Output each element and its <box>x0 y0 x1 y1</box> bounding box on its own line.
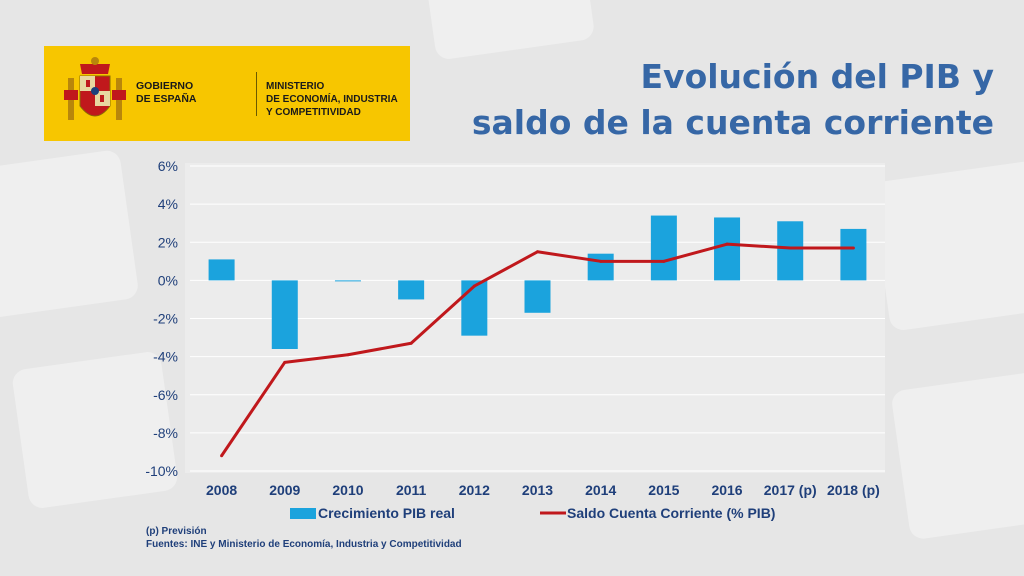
x-tick-label: 2008 <box>206 482 237 498</box>
bar <box>777 221 804 281</box>
gobierno-line-2: DE ESPAÑA <box>136 93 197 105</box>
line-point <box>472 284 476 288</box>
footnotes: (p) Previsión Fuentes: INE y Ministerio … <box>146 525 462 551</box>
ministerio-line-1: MINISTERIO <box>266 81 325 92</box>
bar <box>714 217 741 281</box>
y-tick-label: 6% <box>158 158 178 174</box>
x-tick-label: 2014 <box>585 482 616 498</box>
bar <box>334 280 361 282</box>
slide-title: Evolución del PIB y saldo de la cuenta c… <box>472 54 994 146</box>
y-tick-label: 0% <box>158 272 178 288</box>
line-point <box>409 341 413 345</box>
x-tick-label: 2009 <box>269 482 300 498</box>
y-tick-label: -2% <box>153 311 178 327</box>
legend-label-bar: Crecimiento PIB real <box>318 505 455 521</box>
y-axis: 6% 4% 2% 0% -2% -4% -6% -8% -10% <box>145 158 178 479</box>
x-tick-label: 2013 <box>522 482 553 498</box>
line-point <box>536 250 539 254</box>
x-tick-label: 2016 <box>711 482 742 498</box>
y-tick-label: 2% <box>158 234 178 250</box>
y-tick-label: -4% <box>153 349 178 365</box>
bar <box>461 280 488 336</box>
ministerio-text: MINISTERIO DE ECONOMÍA, INDUSTRIA Y COMP… <box>266 80 398 119</box>
ministerio-line-2: DE ECONOMÍA, INDUSTRIA <box>266 94 398 105</box>
x-tick-label: 2010 <box>332 482 363 498</box>
bar-series <box>208 215 867 349</box>
legend-label-line: Saldo Cuenta Corriente (% PIB) <box>567 505 775 521</box>
title-line-1: Evolución del PIB y <box>640 57 994 96</box>
bar <box>271 280 298 349</box>
coat-of-arms-icon <box>64 57 126 120</box>
bar <box>650 215 677 281</box>
government-logo: GOBIERNO DE ESPAÑA MINISTERIO DE ECONOMÍ… <box>44 46 410 141</box>
y-tick-label: -8% <box>153 425 178 441</box>
bar <box>208 259 235 281</box>
bar <box>840 228 867 281</box>
x-tick-label: 2018 (p) <box>827 482 880 498</box>
gridlines <box>190 165 885 472</box>
bar <box>524 280 551 313</box>
title-line-2: saldo de la cuenta corriente <box>471 103 994 142</box>
x-tick-label: 2012 <box>459 482 490 498</box>
line-point <box>599 259 603 263</box>
ministerio-line-3: Y COMPETITIVIDAD <box>266 107 361 118</box>
footnote-prevision: (p) Previsión <box>146 526 207 537</box>
x-tick-label: 2011 <box>396 482 427 498</box>
x-tick-label: 2015 <box>648 482 679 498</box>
line-point <box>788 246 792 250</box>
footnote-sources: Fuentes: INE y Ministerio de Economía, I… <box>146 539 462 550</box>
x-axis: 2008 2009 2010 2011 2012 2013 2014 2015 2016 2017… <box>206 482 880 498</box>
line-point <box>283 360 287 364</box>
logo-divider <box>256 72 257 116</box>
line-point <box>851 246 855 250</box>
gobierno-text: GOBIERNO DE ESPAÑA <box>136 80 196 106</box>
bar <box>587 253 614 281</box>
y-tick-label: -6% <box>153 387 178 403</box>
legend: Crecimiento PIB real Saldo Cuenta Corrie… <box>290 505 775 521</box>
y-tick-label: 4% <box>158 196 178 212</box>
line-point <box>346 353 350 357</box>
line-series <box>220 242 855 458</box>
y-tick-label: -10% <box>145 463 178 479</box>
bar <box>398 280 425 300</box>
gobierno-line-1: GOBIERNO <box>136 80 194 92</box>
x-tick-label: 2017 (p) <box>764 482 817 498</box>
line-point <box>725 242 729 246</box>
line-point <box>662 259 666 263</box>
line-point <box>220 454 224 458</box>
legend-swatch-bar <box>290 508 316 519</box>
